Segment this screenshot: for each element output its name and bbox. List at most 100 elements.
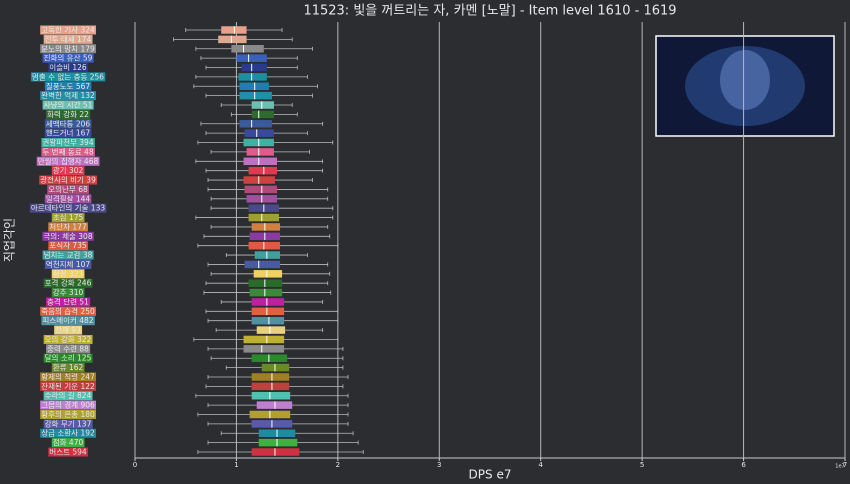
category-label: 넘치는 교감 38 <box>42 250 94 260</box>
category-label: 강화 무기 137 <box>43 418 93 429</box>
box <box>256 401 293 409</box>
category-label: 초심 175 <box>51 212 85 223</box>
label-bg <box>44 194 92 204</box>
label-bg <box>44 259 92 269</box>
box <box>248 241 281 250</box>
x-tick-label: 2 <box>336 461 340 469</box>
y-tick-label: 초심 175 <box>53 212 84 222</box>
box <box>251 298 285 306</box>
y-tick-label: 이슬비 126 <box>49 62 87 72</box>
label-bg <box>40 25 97 35</box>
y-tick-label: 잔재된 기운 122 <box>41 381 95 391</box>
y-tick-label: 사냥의 시간 51 <box>44 100 93 110</box>
category-label: 충격 단련 51 <box>46 296 91 307</box>
label-bg <box>40 400 97 410</box>
label-bg <box>40 381 97 391</box>
box <box>239 82 269 91</box>
category-label: 그믐의 경계 906 <box>40 400 97 410</box>
box <box>251 373 290 381</box>
y-tick-label: 질풍노도 567 <box>46 82 91 91</box>
box <box>221 26 247 34</box>
label-bg <box>54 325 83 335</box>
label-bg <box>40 44 97 54</box>
box <box>244 129 274 137</box>
label-bg <box>43 391 93 401</box>
category-label: 절정 323 <box>51 268 85 279</box>
y-tick-label: 극의: 체술 308 <box>43 231 92 241</box>
y-tick-label: 세맥타통 206 <box>46 118 91 128</box>
y-tick-label: 포격 강화 246 <box>45 278 92 288</box>
y-tick-label: 핸드거너 167 <box>46 128 91 138</box>
category-label: 전투 태세 174 <box>43 34 93 44</box>
label-bg <box>36 156 100 166</box>
box <box>258 438 298 447</box>
label-bg <box>40 306 97 316</box>
y-tick-label: 상급 소환사 192 <box>41 428 95 438</box>
box <box>251 316 285 325</box>
box <box>243 176 275 184</box>
category-label: 화력 강화 22 <box>46 109 91 119</box>
category-label: 멈출 수 없는 충동 256 <box>30 71 106 82</box>
x-tick-label: 3 <box>437 461 441 469</box>
y-tick-label: 피스메이커 482 <box>42 315 93 325</box>
box <box>251 354 288 362</box>
label-bg <box>51 438 85 448</box>
box <box>243 345 285 353</box>
category-label: 죽음의 습격 250 <box>40 306 97 316</box>
category-label: 핸드거너 167 <box>44 128 92 138</box>
category-label: 권왕파천무 394 <box>41 137 95 148</box>
x-offset-label: 1e7 <box>835 464 844 470</box>
y-tick-label: 광기 302 <box>53 165 84 175</box>
label-bg <box>51 213 85 223</box>
category-label: 포식자 735 <box>48 241 88 251</box>
box <box>251 223 281 231</box>
y-tick-label: 권왕파천무 394 <box>42 137 93 147</box>
y-tick-label: 수라의 길 824 <box>45 390 92 400</box>
label-bg <box>40 372 97 382</box>
y-tick-label: 강추 310 <box>53 287 84 297</box>
y-tick-label: 고독한 기사 324 <box>41 26 95 35</box>
y-tick-label: 황후의 은총 180 <box>41 409 95 419</box>
box <box>239 91 272 100</box>
y-tick-label: 만월의 집행자 468 <box>38 156 99 166</box>
label-bg <box>42 250 94 260</box>
box <box>248 279 283 287</box>
label-bg <box>44 81 92 91</box>
label-bg <box>48 241 88 251</box>
y-tick-label: 오의 강화 322 <box>45 334 92 344</box>
category-label: 황제의 칙령 247 <box>40 371 97 382</box>
label-bg <box>51 269 85 279</box>
label-bg <box>41 138 95 148</box>
box <box>254 251 281 259</box>
y-axis-label: 직업각인 <box>3 218 17 262</box>
label-bg <box>29 203 107 213</box>
category-label: 질풍노도 567 <box>44 81 92 91</box>
category-label: 역천지체 107 <box>44 259 92 269</box>
box <box>244 260 281 269</box>
category-label: 잔재된 기운 122 <box>40 381 97 391</box>
y-tick-label: 전투 태세 174 <box>45 34 92 44</box>
label-bg <box>48 222 88 232</box>
category-label: 만월의 집행자 468 <box>36 156 100 166</box>
y-tick-label: 역천지체 107 <box>46 259 91 269</box>
y-tick-label: 중력 수련 88 <box>47 343 89 353</box>
category-label: 피스메이커 482 <box>41 315 95 326</box>
category-label: 고독한 기사 324 <box>40 25 97 35</box>
label-bg <box>42 53 94 63</box>
y-tick-label: 광전사의 비기 39 <box>40 175 96 185</box>
label-bg <box>43 353 93 363</box>
x-axis-label: DPS e7 <box>469 468 512 482</box>
box <box>239 120 272 128</box>
label-bg <box>42 100 94 110</box>
label-bg <box>46 109 91 119</box>
box <box>251 110 274 119</box>
box <box>248 166 277 175</box>
label-bg <box>43 419 93 429</box>
category-label: 진화의 유산 59 <box>42 53 94 63</box>
category-label: 강추 310 <box>51 287 85 298</box>
box <box>248 213 280 222</box>
box <box>251 382 290 391</box>
label-bg <box>51 288 85 298</box>
label-bg <box>48 63 88 73</box>
box <box>218 35 247 44</box>
